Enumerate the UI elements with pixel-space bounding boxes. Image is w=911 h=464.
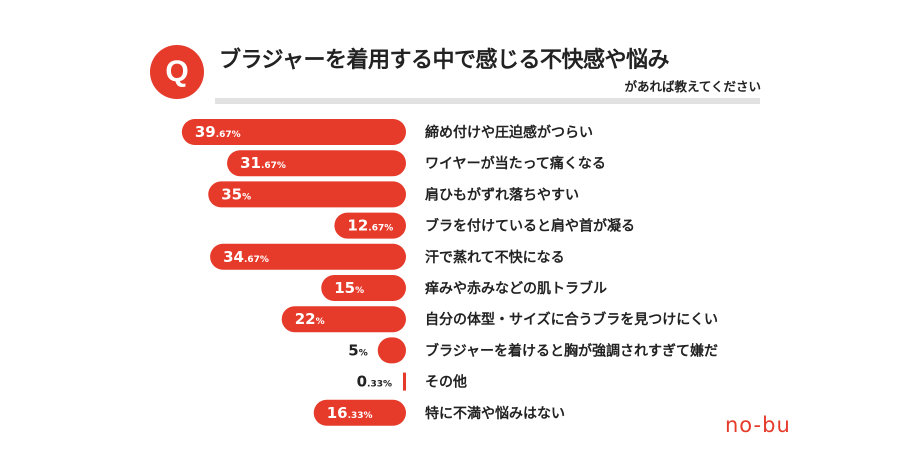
bar: [210, 243, 406, 270]
value-label: 35%: [221, 185, 251, 203]
bar-row: 12.67% ブラを付けていると肩や首が凝る: [334, 212, 635, 239]
bar-row: 16.33% 特に不満や悩みはない: [313, 399, 565, 426]
chart-title: ブラジャーを着用する中で感じる不快感や悩み: [219, 48, 669, 73]
value-label: 39.67%: [195, 123, 241, 141]
category-label: 締め付けや圧迫感がつらい: [425, 124, 593, 141]
bar: [321, 275, 406, 301]
question-badge: Q: [150, 45, 204, 99]
bar: [403, 372, 406, 391]
bar: [227, 150, 406, 177]
bar-row: 0.33% その他: [357, 372, 467, 391]
bar: [313, 399, 406, 426]
category-label: ブラジャーを着けると胸が強調されすぎて嫌だ: [425, 342, 718, 359]
category-label: 痒みや赤みなどの肌トラブル: [425, 280, 607, 297]
bar-row: 39.67% 締め付けや圧迫感がつらい: [181, 119, 593, 145]
category-label: 汗で蒸れて不快になる: [425, 249, 565, 266]
value-label: 34.67%: [223, 248, 269, 266]
value-label: 12.67%: [347, 217, 393, 235]
value-label: 31.67%: [240, 154, 286, 172]
category-label: ワイヤーが当たって痛くなる: [425, 155, 606, 172]
category-label: 肩ひもがずれ落ちやすい: [425, 186, 579, 203]
bar: [334, 212, 406, 239]
bar: [281, 306, 406, 333]
value-label: 5%: [348, 341, 367, 359]
bar-row: 22% 自分の体型・サイズに合うブラを見つけにくい: [281, 306, 718, 333]
bar: [377, 337, 406, 364]
value-label: 22%: [295, 310, 325, 328]
bar: [181, 119, 406, 145]
title-underline: [215, 98, 760, 104]
bar-row: 31.67% ワイヤーが当たって痛くなる: [227, 150, 606, 177]
bar-row: 34.67% 汗で蒸れて不快になる: [210, 243, 565, 270]
category-label: ブラを付けていると肩や首が凝る: [425, 218, 635, 235]
category-label: 自分の体型・サイズに合うブラを見つけにくい: [425, 311, 718, 328]
bar: [208, 181, 406, 208]
value-label: 0.33%: [357, 373, 392, 391]
chart-subtitle: があれば教えてください: [624, 79, 761, 94]
bar-row: 5% ブラジャーを着けると胸が強調されすぎて嫌だ: [348, 337, 718, 364]
bar-row: 15% 痒みや赤みなどの肌トラブル: [321, 275, 607, 301]
value-label: 15%: [334, 279, 364, 297]
category-label: 特に不満や悩みはない: [425, 405, 565, 422]
bar-row: 35% 肩ひもがずれ落ちやすい: [208, 181, 579, 208]
value-label: 16.33%: [327, 404, 373, 422]
category-label: その他: [425, 374, 467, 391]
brand-logo: no-bu: [725, 413, 791, 437]
